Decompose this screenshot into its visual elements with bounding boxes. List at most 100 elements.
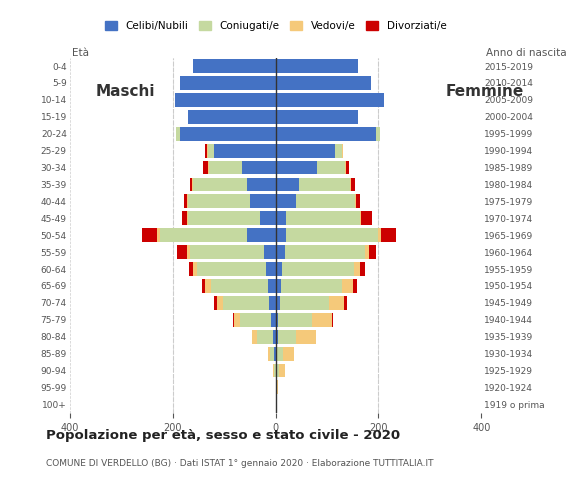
Bar	[192, 178, 193, 192]
Bar	[247, 178, 276, 192]
Bar	[351, 178, 356, 192]
Bar	[276, 110, 358, 124]
Bar	[356, 194, 360, 208]
Bar	[214, 144, 276, 157]
Bar	[217, 296, 223, 310]
Bar	[277, 347, 282, 360]
Bar	[180, 127, 276, 141]
Bar	[202, 279, 205, 293]
Bar	[276, 76, 371, 90]
Bar	[269, 296, 276, 310]
Bar	[205, 144, 206, 157]
Bar	[176, 127, 180, 141]
Bar	[276, 59, 358, 73]
Bar	[361, 211, 372, 225]
Bar	[276, 245, 285, 259]
Bar	[273, 330, 276, 344]
Bar	[274, 347, 276, 360]
Text: COMUNE DI VERDELLO (BG) · Dati ISTAT 1° gennaio 2020 · Elaborazione TUTTITALIA.I: COMUNE DI VERDELLO (BG) · Dati ISTAT 1° …	[46, 458, 434, 468]
Bar	[345, 161, 346, 174]
Bar	[187, 245, 190, 259]
Bar	[188, 262, 193, 276]
Bar	[175, 93, 276, 107]
Bar	[332, 313, 333, 327]
Bar	[276, 363, 277, 377]
Bar	[278, 313, 311, 327]
Bar	[233, 313, 234, 327]
Bar	[285, 245, 365, 259]
Bar	[270, 347, 274, 360]
Bar	[180, 76, 276, 90]
Bar	[157, 228, 160, 242]
Bar	[197, 262, 266, 276]
Bar	[286, 211, 360, 225]
Text: Età: Età	[72, 48, 89, 58]
Bar	[276, 127, 376, 141]
Bar	[177, 245, 187, 259]
Bar	[208, 144, 214, 157]
Bar	[282, 262, 354, 276]
Bar	[276, 262, 282, 276]
Bar	[214, 296, 217, 310]
Bar	[360, 211, 361, 225]
Bar	[274, 363, 276, 377]
Bar	[296, 330, 316, 344]
Text: Popolazione per età, sesso e stato civile - 2020: Popolazione per età, sesso e stato civil…	[46, 429, 401, 442]
Bar	[182, 211, 187, 225]
Text: Anno di nascita: Anno di nascita	[485, 48, 566, 58]
Bar	[234, 313, 241, 327]
Bar	[317, 161, 345, 174]
Bar	[276, 330, 278, 344]
Bar	[190, 178, 192, 192]
Bar	[276, 144, 335, 157]
Bar	[188, 194, 250, 208]
Bar	[209, 161, 242, 174]
Bar	[190, 245, 264, 259]
Bar	[260, 211, 276, 225]
Bar	[211, 279, 268, 293]
Bar	[365, 245, 369, 259]
Bar	[276, 296, 280, 310]
Legend: Celibi/Nubili, Coniugati/e, Vedovi/e, Divorziati/e: Celibi/Nubili, Coniugati/e, Vedovi/e, Di…	[100, 17, 451, 35]
Bar	[242, 161, 276, 174]
Bar	[187, 211, 188, 225]
Bar	[369, 245, 376, 259]
Bar	[376, 127, 380, 141]
Bar	[354, 262, 360, 276]
Bar	[276, 313, 278, 327]
Text: Femmine: Femmine	[445, 84, 524, 99]
Bar	[276, 161, 317, 174]
Bar	[187, 194, 188, 208]
Bar	[286, 228, 378, 242]
Bar	[188, 110, 276, 124]
Bar	[188, 211, 260, 225]
Bar	[223, 296, 269, 310]
Bar	[247, 228, 276, 242]
Bar	[299, 178, 350, 192]
Bar	[276, 194, 296, 208]
Bar	[276, 279, 281, 293]
Bar	[276, 178, 299, 192]
Bar	[276, 228, 286, 242]
Bar	[342, 144, 343, 157]
Bar	[208, 161, 209, 174]
Bar	[250, 194, 276, 208]
Bar	[266, 262, 276, 276]
Bar	[296, 194, 356, 208]
Bar	[280, 296, 328, 310]
Bar	[276, 381, 277, 395]
Bar	[342, 279, 353, 293]
Bar	[276, 211, 286, 225]
Bar	[353, 279, 357, 293]
Bar	[350, 178, 351, 192]
Bar	[276, 93, 383, 107]
Bar	[281, 279, 342, 293]
Bar	[277, 363, 279, 377]
Bar	[258, 330, 273, 344]
Bar	[142, 228, 157, 242]
Bar	[273, 363, 274, 377]
Bar	[206, 144, 208, 157]
Bar	[193, 178, 247, 192]
Bar	[276, 347, 277, 360]
Bar	[268, 279, 276, 293]
